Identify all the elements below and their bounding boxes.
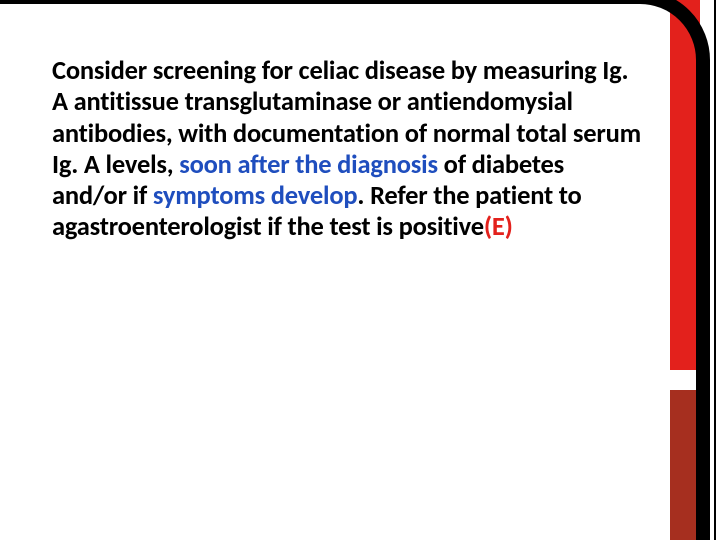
slide: Consider screening for celiac disease by… (0, 0, 720, 540)
body-text: Consider screening for celiac disease by… (52, 56, 642, 244)
text-seg4-blue: symptoms develop (153, 180, 358, 212)
text-seg6-red: (E) (484, 211, 513, 243)
text-seg2-blue: soon after the diagnosis (179, 149, 443, 181)
right-edge-line (714, 0, 716, 540)
